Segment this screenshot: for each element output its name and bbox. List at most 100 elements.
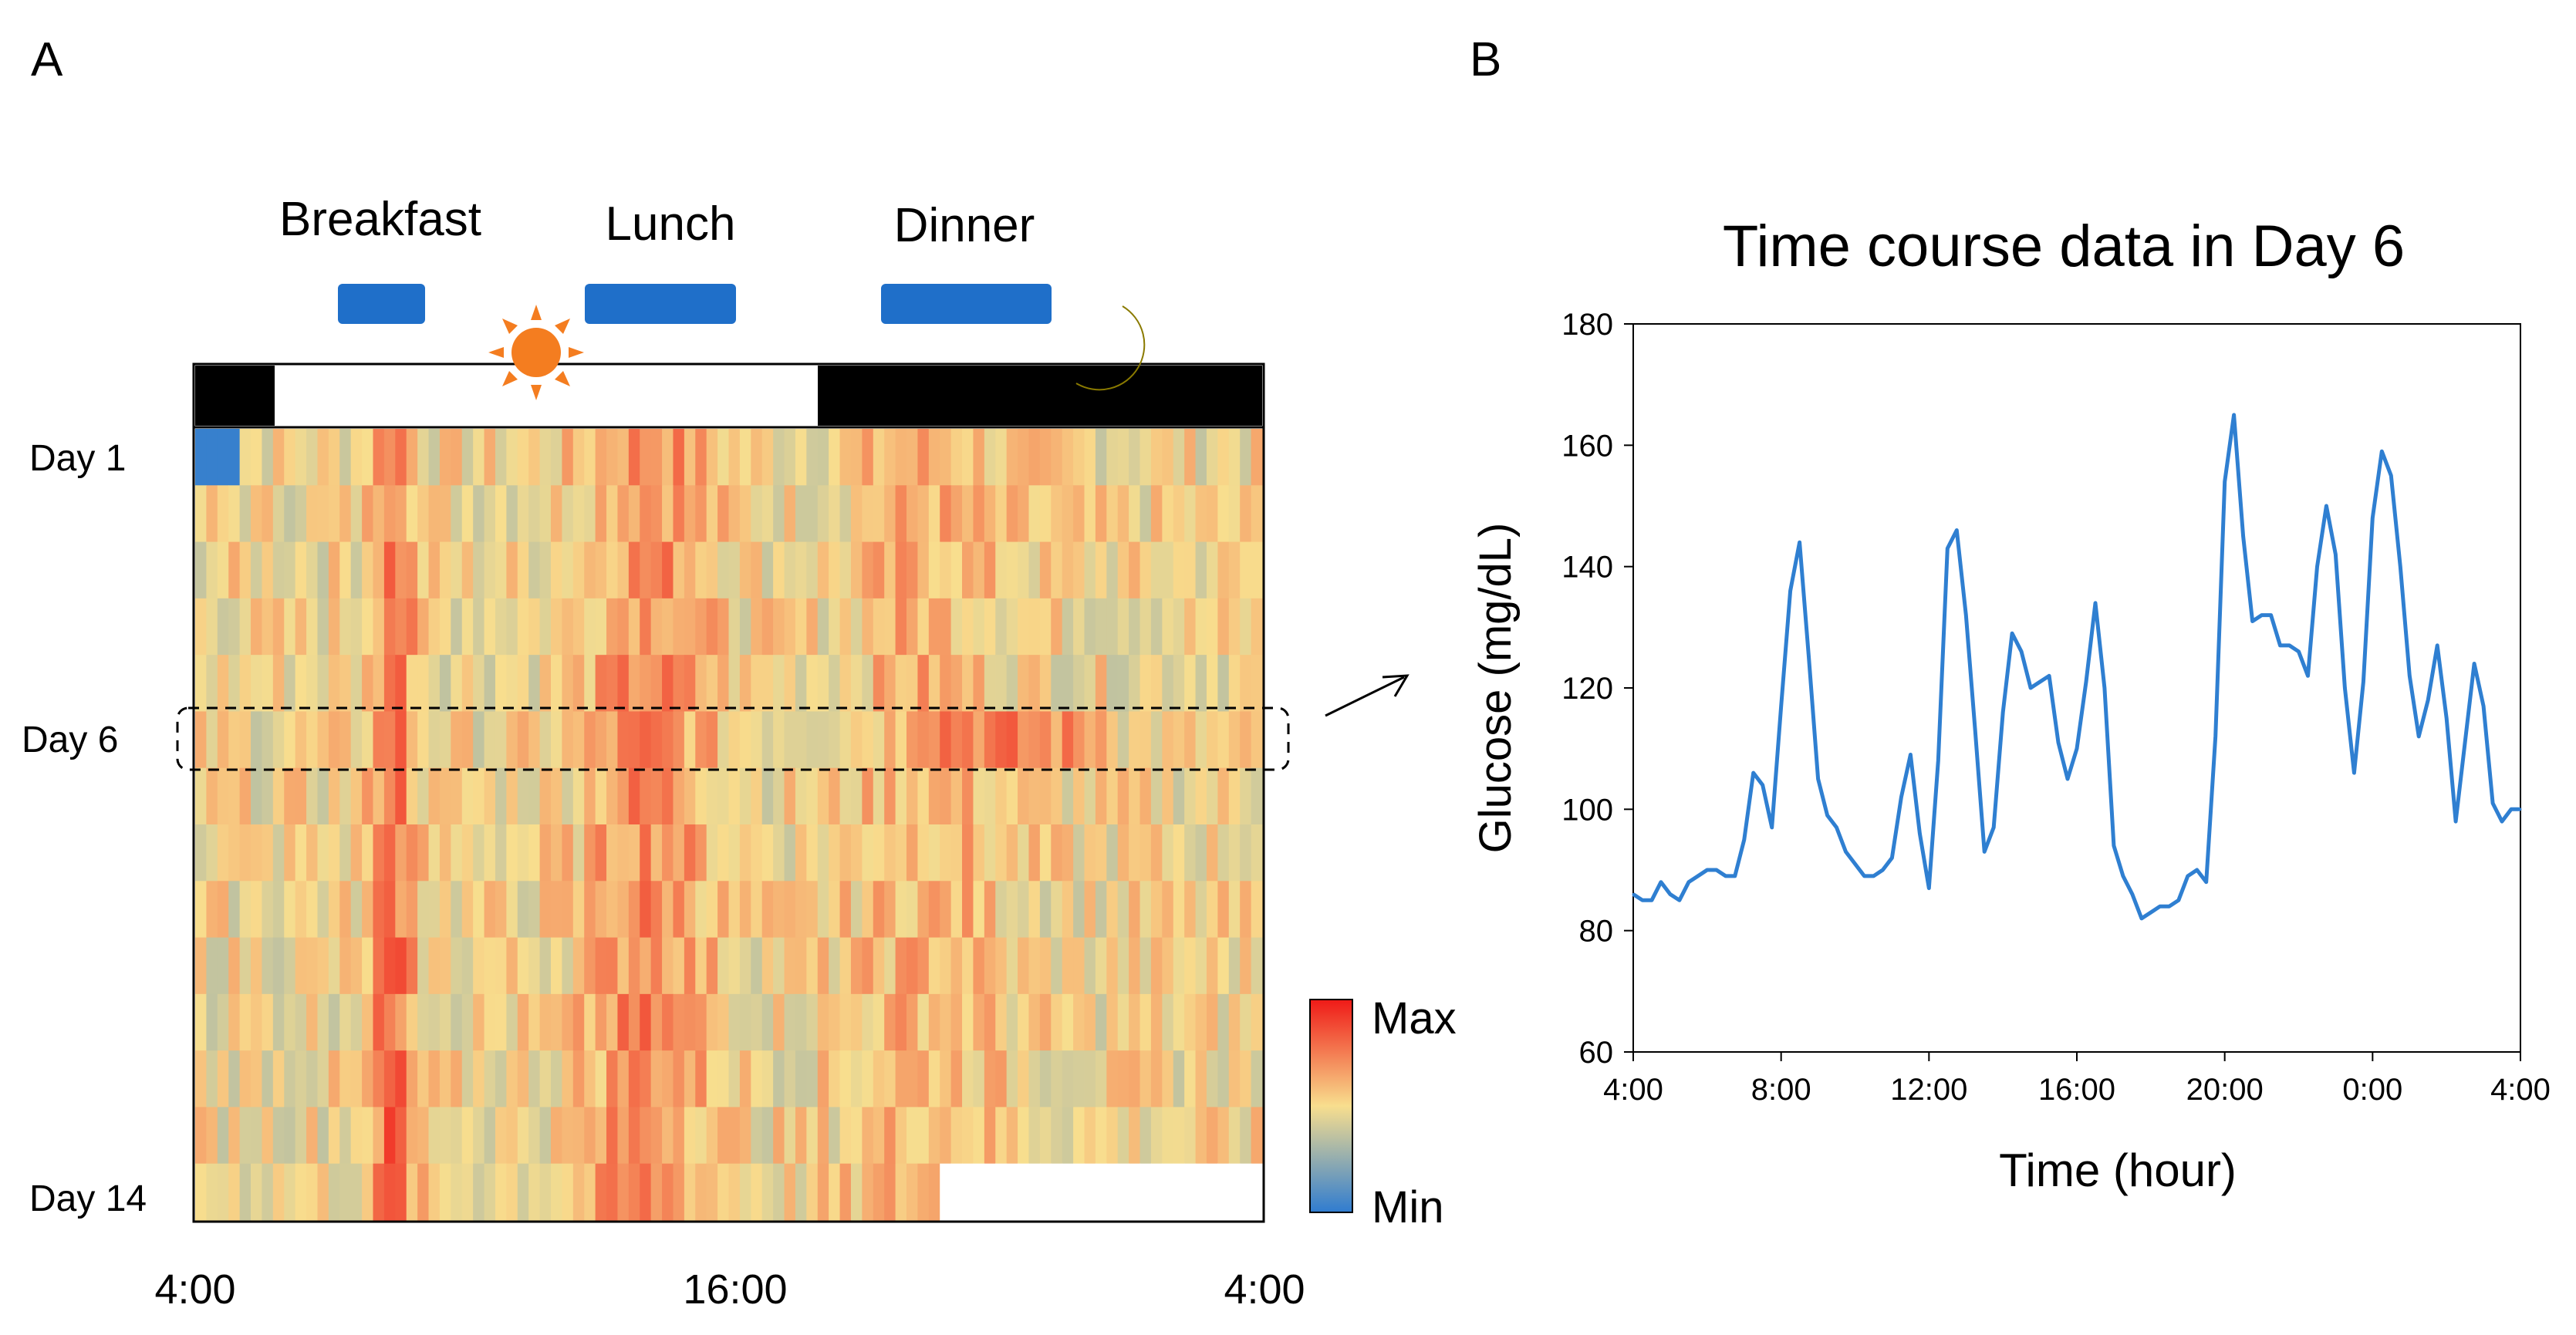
heatmap-cell	[1217, 1050, 1230, 1108]
heatmap-cell	[1228, 881, 1241, 939]
heatmap-cell	[562, 485, 574, 543]
heatmap-cell	[728, 655, 741, 713]
heatmap-cell	[1240, 655, 1252, 713]
heatmap-cell	[406, 993, 418, 1051]
heatmap-cell	[517, 1163, 529, 1221]
heatmap-cell	[228, 767, 241, 825]
heatmap-cell	[1117, 937, 1129, 995]
heatmap-cell	[562, 655, 574, 713]
meal-bar-dinner	[881, 284, 1052, 324]
heatmap-cell	[662, 824, 674, 882]
heatmap-cell	[839, 598, 852, 656]
heatmap-cell	[239, 993, 252, 1051]
heatmap-cell	[395, 485, 407, 543]
heatmap-cell	[795, 598, 807, 656]
heatmap-cell	[761, 824, 774, 882]
heatmap-cell	[428, 993, 441, 1051]
heatmap-cell	[572, 711, 585, 769]
heatmap-cell	[1217, 429, 1230, 486]
data-point	[2519, 807, 2522, 811]
heatmap-cell	[928, 655, 940, 713]
data-point	[1909, 753, 1912, 757]
heatmap-cell	[717, 824, 730, 882]
data-point	[2436, 644, 2439, 647]
heatmap-cell	[862, 711, 874, 769]
heatmap-cell	[1173, 541, 1185, 599]
heatmap-cell	[1150, 1163, 1163, 1221]
heatmap-cell	[739, 767, 751, 825]
heatmap-cell	[817, 485, 829, 543]
heatmap-cell	[495, 993, 507, 1051]
data-point	[1946, 547, 1949, 550]
heatmap-cell	[706, 541, 718, 599]
heatmap-cell	[895, 824, 907, 882]
heatmap-cell	[761, 937, 774, 995]
heatmap-cell	[239, 598, 252, 656]
data-point	[2343, 686, 2346, 689]
heatmap-cell	[984, 429, 996, 486]
data-point	[2159, 905, 2162, 908]
heatmap-cell	[262, 993, 274, 1051]
heatmap-cell	[650, 1107, 663, 1165]
heatmap-cell	[606, 937, 619, 995]
heatmap-cell	[984, 711, 996, 769]
heatmap-cell	[773, 1050, 785, 1108]
heatmap-cell	[862, 1163, 874, 1221]
data-point	[2149, 911, 2152, 914]
heatmap-cell	[428, 824, 441, 882]
heatmap-cell	[328, 429, 340, 486]
heatmap-cell	[973, 993, 985, 1051]
heatmap-cell	[617, 824, 630, 882]
heatmap-cell	[350, 767, 363, 825]
heatmap-cell	[417, 1163, 430, 1221]
heatmap-cell	[1184, 1050, 1197, 1108]
heatmap-cell	[995, 824, 1008, 882]
heatmap-cell	[439, 824, 451, 882]
heatmap-cell	[1062, 655, 1074, 713]
heatmap-cell	[339, 598, 352, 656]
heatmap-cell	[262, 881, 274, 939]
heatmap-cell	[839, 881, 852, 939]
heatmap-cell	[695, 541, 707, 599]
heatmap-cell	[1106, 881, 1119, 939]
heatmap-cell	[973, 881, 985, 939]
data-point	[2352, 771, 2355, 774]
heatmap-cell	[506, 541, 518, 599]
heatmap-cell	[284, 824, 296, 882]
heatmap-cell	[928, 429, 940, 486]
heatmap-cell	[595, 1163, 607, 1221]
heatmap-cell	[395, 429, 407, 486]
heatmap-cell	[640, 485, 652, 543]
heatmap-cell	[195, 824, 208, 882]
heatmap-cell	[1062, 598, 1074, 656]
heatmap-cell	[751, 485, 763, 543]
heatmap-cell	[917, 881, 930, 939]
heatmap-cell	[839, 1107, 852, 1165]
heatmap-cell	[251, 485, 263, 543]
heatmap-cell	[528, 1163, 541, 1221]
heatmap-cell	[528, 824, 541, 882]
heatmap-cell	[784, 598, 796, 656]
heatmap-cell	[995, 1107, 1008, 1165]
heatmap-cell	[484, 767, 496, 825]
heatmap-cell	[884, 993, 896, 1051]
heatmap-cell	[584, 598, 596, 656]
data-point	[1724, 875, 1727, 878]
heatmap-cell	[1039, 767, 1052, 825]
heatmap-cell	[650, 485, 663, 543]
heatmap-cell	[1184, 993, 1197, 1051]
heatmap-cell	[650, 937, 663, 995]
heatmap-cell	[917, 1107, 930, 1165]
heatmap-cell	[928, 937, 940, 995]
heatmap-cell	[728, 429, 741, 486]
heatmap-cell	[284, 541, 296, 599]
heatmap-cell	[262, 598, 274, 656]
heatmap-cell	[395, 541, 407, 599]
heatmap-cell	[995, 993, 1008, 1051]
heatmap-cell	[617, 1163, 630, 1221]
heatmap-cell	[973, 429, 985, 486]
heatmap-cell	[1173, 993, 1185, 1051]
heatmap-cell	[973, 824, 985, 882]
heatmap-cell	[806, 937, 819, 995]
heatmap-cell	[539, 598, 552, 656]
